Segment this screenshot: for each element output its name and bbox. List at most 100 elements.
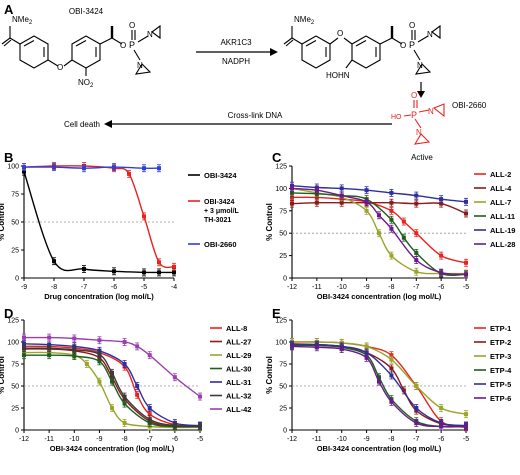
data-point bbox=[290, 186, 294, 191]
data-point bbox=[22, 335, 26, 340]
data-point bbox=[364, 344, 369, 349]
aziridine-6 bbox=[413, 133, 431, 145]
data-point bbox=[439, 270, 444, 275]
data-point bbox=[97, 338, 102, 343]
carbonyl-bond bbox=[283, 37, 293, 45]
data-point bbox=[339, 193, 344, 198]
data-point bbox=[377, 213, 381, 218]
data-point bbox=[364, 208, 369, 213]
hohn-label: HOHN bbox=[326, 71, 350, 80]
nme2-label: NMe2 bbox=[294, 15, 315, 26]
x-tick-label: -7 bbox=[413, 436, 419, 443]
carbonyl-bond bbox=[1, 37, 11, 45]
data-point bbox=[82, 166, 86, 171]
benzene-ring-2 bbox=[71, 35, 101, 69]
amide-bond bbox=[9, 37, 21, 45]
legend-label: ETP-2 bbox=[490, 338, 511, 347]
x-tick-label: -11 bbox=[312, 436, 322, 443]
legend-label: ALL-8 bbox=[226, 324, 247, 333]
data-point bbox=[122, 362, 127, 366]
data-point bbox=[157, 270, 161, 275]
data-point bbox=[47, 346, 52, 351]
p-n-bond bbox=[418, 109, 430, 113]
phosphorus-label: P bbox=[411, 110, 417, 120]
y-tick-label: 50 bbox=[11, 220, 19, 227]
y-tick-label: 100 bbox=[275, 340, 287, 347]
data-point bbox=[464, 424, 468, 429]
legend-label: ETP-3 bbox=[490, 352, 511, 361]
data-point bbox=[47, 353, 52, 358]
data-point bbox=[364, 199, 369, 204]
series-line bbox=[23, 166, 160, 169]
legend-label: ALL-29 bbox=[226, 351, 251, 360]
data-point bbox=[22, 169, 26, 174]
legend-label: ALL-4 bbox=[490, 184, 512, 193]
data-point bbox=[147, 417, 152, 422]
legend-label: ALL-11 bbox=[490, 212, 515, 221]
data-point bbox=[84, 362, 89, 366]
p-oh-bond bbox=[403, 114, 412, 117]
x-tick-label: -11 bbox=[312, 284, 322, 291]
data-point bbox=[339, 200, 344, 205]
data-point bbox=[198, 424, 202, 429]
legend-label: ETP-1 bbox=[490, 324, 511, 333]
series-line bbox=[291, 343, 467, 427]
hydroxylamine-bond bbox=[345, 59, 353, 69]
x-tick-label: -8 bbox=[121, 436, 127, 443]
y-axis-label: % Control bbox=[0, 356, 6, 394]
data-point bbox=[82, 267, 86, 272]
data-point bbox=[122, 420, 127, 425]
data-point bbox=[172, 375, 177, 380]
data-point bbox=[122, 394, 127, 399]
legend-label: TH-3021 bbox=[204, 217, 231, 224]
y-tick-label: 0 bbox=[283, 428, 287, 435]
panel-b-letter: B bbox=[4, 150, 13, 165]
x-axis-label: Drug concentration (log mol/L) bbox=[44, 292, 154, 301]
data-point bbox=[142, 270, 146, 275]
data-point bbox=[127, 171, 131, 176]
data-point bbox=[464, 260, 468, 265]
x-tick-label: -5 bbox=[197, 436, 203, 443]
carbonyl-bond bbox=[285, 39, 294, 47]
legend-label: OBI-3424 bbox=[204, 171, 237, 180]
ether-o-label: O bbox=[337, 29, 343, 38]
series-line bbox=[23, 165, 175, 269]
x-axis-label: OBI-3424 concentration (log mol/L) bbox=[317, 444, 442, 453]
panel-a-letter: A bbox=[4, 2, 14, 17]
y-tick-label: 50 bbox=[279, 231, 287, 238]
data-point bbox=[389, 190, 394, 195]
chart-d: 0 25 50 75 100 125 -12 -11 -10 -9 -8 -7 -6 -5 OBI-3424… bbox=[0, 318, 251, 454]
phosphorus-label: P bbox=[129, 40, 135, 50]
nme2-label: NMe2 bbox=[12, 15, 33, 26]
data-point bbox=[52, 259, 56, 264]
reduced-intermediate-structure bbox=[283, 24, 441, 75]
nitro-label: NO2 bbox=[78, 78, 94, 89]
data-point bbox=[198, 394, 202, 399]
data-point bbox=[464, 199, 468, 204]
data-point bbox=[414, 384, 419, 388]
x-tick-label: -6 bbox=[111, 284, 117, 291]
y-tick-label: 100 bbox=[7, 340, 19, 347]
x-tick-label: -10 bbox=[337, 284, 347, 291]
data-point bbox=[135, 392, 140, 397]
y-tick-label: 75 bbox=[279, 208, 287, 215]
x-tick-label: -6 bbox=[438, 284, 444, 291]
data-point bbox=[147, 353, 152, 358]
data-point bbox=[290, 201, 294, 206]
data-point bbox=[22, 341, 26, 346]
series-line bbox=[291, 185, 467, 203]
obi-2660-structure bbox=[403, 100, 445, 145]
data-point bbox=[414, 258, 419, 263]
ether-o-label: O bbox=[57, 63, 63, 72]
series-line bbox=[23, 351, 201, 429]
data-point bbox=[464, 272, 468, 277]
obi-3424-structure bbox=[1, 24, 161, 76]
legend-label: ALL-19 bbox=[490, 226, 515, 235]
data-point bbox=[364, 188, 369, 193]
y-tick-label: 0 bbox=[15, 276, 19, 283]
y-tick-label: 50 bbox=[11, 384, 19, 391]
series-line bbox=[23, 354, 201, 428]
data-point bbox=[290, 190, 294, 195]
